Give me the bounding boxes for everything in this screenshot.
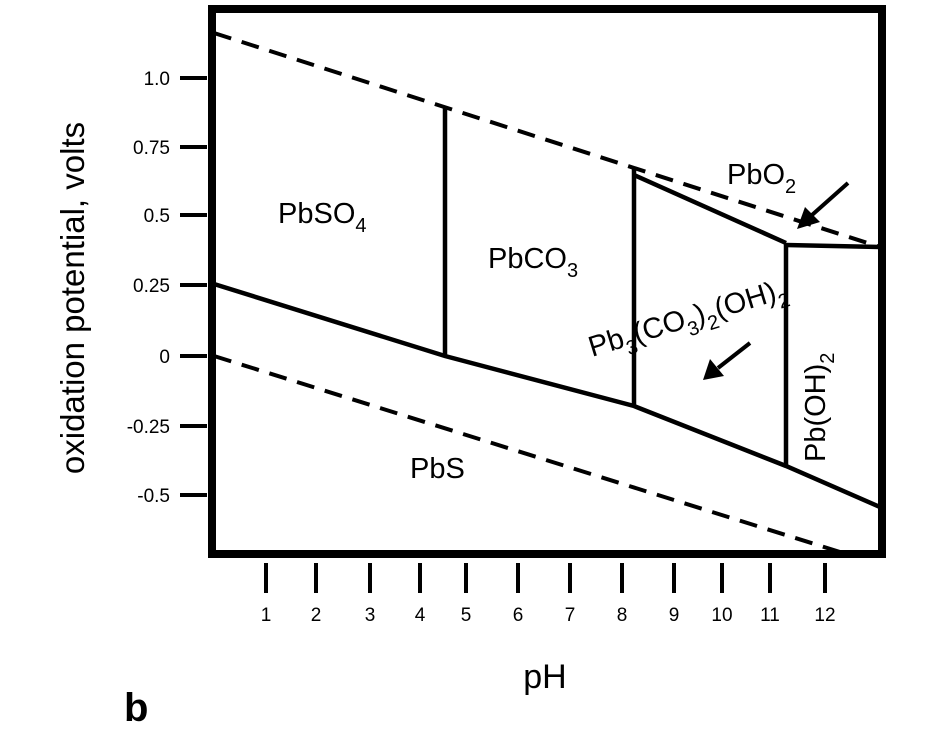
region-label-pbs: PbS <box>410 453 465 485</box>
x-tick-label: 8 <box>617 605 628 626</box>
upper-water-limit-line <box>213 31 881 249</box>
pbo2-boundary-upper <box>633 172 787 246</box>
y-tick-label: -0.5 <box>137 486 170 507</box>
pbo2-arrow-head <box>797 207 820 229</box>
x-tick-label: 7 <box>565 605 576 626</box>
x-tick-label: 2 <box>311 605 322 626</box>
y-tick-label: 0.5 <box>144 206 170 227</box>
x-axis-ticks <box>264 563 827 593</box>
x-tick-label: 12 <box>814 605 835 626</box>
region-label-hydrocerussite: Pb3(CO3)2(OH)2 <box>585 273 793 370</box>
y-tick-label: -0.25 <box>127 417 170 438</box>
y-tick-label: 0 <box>159 347 170 368</box>
x-tick-label: 4 <box>415 605 426 626</box>
x-tick-label: 11 <box>760 605 780 626</box>
lower-water-limit-line <box>213 354 841 554</box>
x-tick-label: 6 <box>513 605 524 626</box>
hydrocerussite-arrow-head <box>703 359 724 380</box>
x-tick-label: 5 <box>461 605 472 626</box>
y-tick-label: 0.75 <box>133 138 170 159</box>
y-tick-label: 1.0 <box>144 69 170 90</box>
region-label-pbso4: PbSO4 <box>278 198 367 237</box>
region-label-pbo2: PbO2 <box>727 159 796 198</box>
plot-frame <box>208 5 886 558</box>
x-tick-label: 3 <box>365 605 376 626</box>
region-label-pboh2: Pb(OH)2 <box>800 353 839 462</box>
x-tick-label: 9 <box>669 605 680 626</box>
y-tick-labels: 1.0 0.75 0.5 0.25 0 -0.25 -0.5 <box>127 69 170 507</box>
region-label-pbco3: PbCO3 <box>488 243 578 282</box>
x-tick-label: 1 <box>261 605 272 626</box>
y-tick-label: 0.25 <box>133 276 170 297</box>
x-tick-labels: 1 2 3 4 5 6 7 8 9 10 11 12 <box>261 605 836 626</box>
x-axis-title: pH <box>523 658 566 696</box>
y-axis-title: oxidation potential, volts <box>54 122 91 474</box>
pbo2-arrow-shaft <box>810 181 850 217</box>
y-axis-ticks <box>180 76 207 497</box>
x-tick-label: 10 <box>711 605 732 626</box>
hydrocerussite-arrow-shaft <box>716 341 752 370</box>
pbo2-boundary-right <box>785 242 881 250</box>
panel-label: b <box>124 686 148 730</box>
